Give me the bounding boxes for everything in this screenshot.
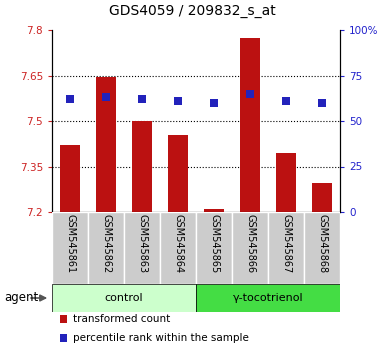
Bar bbox=[312, 183, 332, 212]
Text: GSM545861: GSM545861 bbox=[65, 214, 75, 273]
Text: transformed count: transformed count bbox=[73, 314, 171, 324]
Text: control: control bbox=[105, 293, 143, 303]
Point bbox=[103, 95, 109, 100]
FancyBboxPatch shape bbox=[268, 212, 304, 284]
Point bbox=[283, 98, 289, 104]
Text: GSM545863: GSM545863 bbox=[137, 214, 147, 273]
Bar bbox=[132, 121, 152, 212]
FancyBboxPatch shape bbox=[52, 284, 196, 312]
FancyBboxPatch shape bbox=[304, 212, 340, 284]
FancyBboxPatch shape bbox=[232, 212, 268, 284]
FancyBboxPatch shape bbox=[160, 212, 196, 284]
FancyBboxPatch shape bbox=[88, 212, 124, 284]
Point bbox=[211, 100, 217, 105]
Text: GSM545866: GSM545866 bbox=[245, 214, 255, 273]
Bar bbox=[168, 135, 188, 212]
Point bbox=[247, 91, 253, 97]
FancyBboxPatch shape bbox=[52, 212, 88, 284]
FancyBboxPatch shape bbox=[196, 212, 232, 284]
Point bbox=[175, 98, 181, 104]
Text: GSM545865: GSM545865 bbox=[209, 214, 219, 273]
Bar bbox=[204, 209, 224, 212]
FancyBboxPatch shape bbox=[196, 284, 340, 312]
Text: GSM545868: GSM545868 bbox=[317, 214, 327, 273]
Bar bbox=[276, 153, 296, 212]
Text: GDS4059 / 209832_s_at: GDS4059 / 209832_s_at bbox=[109, 4, 276, 17]
Point bbox=[67, 96, 73, 102]
Bar bbox=[96, 77, 116, 212]
FancyBboxPatch shape bbox=[124, 212, 160, 284]
Text: γ-tocotrienol: γ-tocotrienol bbox=[233, 293, 303, 303]
Text: agent: agent bbox=[4, 291, 38, 304]
Text: GSM545864: GSM545864 bbox=[173, 214, 183, 273]
Text: GSM545867: GSM545867 bbox=[281, 214, 291, 273]
Bar bbox=[60, 145, 80, 212]
Text: GSM545862: GSM545862 bbox=[101, 214, 111, 273]
Point bbox=[139, 96, 145, 102]
Text: percentile rank within the sample: percentile rank within the sample bbox=[73, 333, 249, 343]
Point bbox=[319, 100, 325, 105]
Bar bbox=[240, 38, 260, 212]
